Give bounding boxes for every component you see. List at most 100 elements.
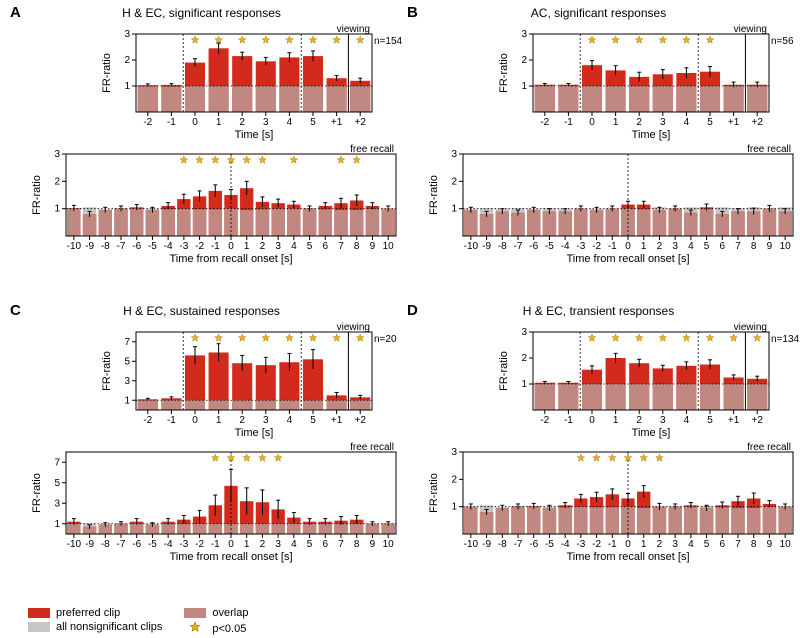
svg-text:-8: -8 [498, 539, 507, 550]
svg-text:1: 1 [244, 241, 250, 252]
svg-text:-2: -2 [195, 539, 204, 550]
legend: preferred clip all nonsignificant clips … [28, 607, 248, 636]
svg-text:Time [s]: Time [s] [632, 427, 671, 439]
svg-text:3: 3 [672, 241, 678, 252]
legend-label: overlap [212, 607, 248, 619]
svg-text:10: 10 [383, 539, 395, 550]
svg-text:1: 1 [641, 241, 647, 252]
svg-text:8: 8 [751, 241, 757, 252]
svg-text:3: 3 [275, 241, 281, 252]
svg-text:+1: +1 [331, 415, 343, 426]
svg-text:7: 7 [338, 539, 344, 550]
legend-label: preferred clip [56, 607, 120, 619]
svg-text:-1: -1 [211, 241, 220, 252]
svg-text:viewing: viewing [734, 24, 767, 35]
svg-text:8: 8 [354, 539, 360, 550]
svg-text:4: 4 [287, 415, 293, 426]
panel-title: H & EC, sustained responses [8, 302, 395, 318]
svg-text:FR-ratio: FR-ratio [428, 473, 440, 513]
svg-text:-2: -2 [540, 415, 549, 426]
svg-text:2: 2 [521, 55, 527, 66]
legend-item: p<0.05 [184, 621, 248, 636]
svg-text:0: 0 [589, 117, 595, 128]
svg-text:-4: -4 [561, 241, 570, 252]
svg-text:viewing: viewing [734, 322, 767, 333]
svg-text:-10: -10 [67, 539, 82, 550]
svg-text:7: 7 [54, 457, 60, 468]
svg-text:viewing: viewing [337, 322, 370, 333]
svg-text:-3: -3 [179, 241, 188, 252]
svg-text:Time from recall onset [s]: Time from recall onset [s] [169, 253, 292, 265]
panel-D: D H & EC, transient responses 123-2-1012… [405, 302, 792, 594]
svg-text:4: 4 [688, 539, 694, 550]
svg-text:-9: -9 [85, 539, 94, 550]
svg-text:5: 5 [124, 356, 130, 367]
svg-text:1: 1 [521, 81, 527, 92]
svg-text:-1: -1 [564, 415, 573, 426]
svg-text:3: 3 [263, 415, 269, 426]
svg-text:0: 0 [589, 415, 595, 426]
svg-text:-1: -1 [167, 415, 176, 426]
svg-text:-1: -1 [608, 241, 617, 252]
svg-text:7: 7 [338, 241, 344, 252]
svg-text:3: 3 [54, 498, 60, 509]
svg-text:-2: -2 [540, 117, 549, 128]
svg-text:7: 7 [735, 539, 741, 550]
svg-text:1: 1 [613, 117, 619, 128]
svg-text:FR-ratio: FR-ratio [498, 53, 510, 93]
svg-text:-10: -10 [464, 539, 479, 550]
svg-text:8: 8 [354, 241, 360, 252]
svg-text:-6: -6 [132, 539, 141, 550]
svg-text:3: 3 [660, 415, 666, 426]
legend-swatch-pref [28, 608, 50, 618]
svg-text:n=20: n=20 [374, 334, 397, 345]
svg-text:0: 0 [625, 241, 631, 252]
svg-text:1: 1 [613, 415, 619, 426]
svg-text:2: 2 [239, 117, 245, 128]
svg-text:2: 2 [636, 415, 642, 426]
svg-text:+2: +2 [354, 415, 366, 426]
figure: A H & EC, significant responses 123-2-10… [0, 0, 800, 638]
panel-title: AC, significant responses [405, 4, 792, 20]
svg-text:1: 1 [54, 204, 60, 215]
svg-text:-6: -6 [132, 241, 141, 252]
svg-text:+2: +2 [751, 117, 763, 128]
svg-text:-1: -1 [211, 539, 220, 550]
svg-text:4: 4 [291, 241, 297, 252]
svg-text:6: 6 [720, 539, 726, 550]
svg-text:-2: -2 [592, 241, 601, 252]
svg-text:2: 2 [451, 474, 457, 485]
svg-text:-3: -3 [576, 241, 585, 252]
svg-text:-1: -1 [167, 117, 176, 128]
svg-text:3: 3 [263, 117, 269, 128]
svg-text:-10: -10 [67, 241, 82, 252]
svg-text:2: 2 [260, 241, 266, 252]
panel-C: C H & EC, sustained responses 1357-2-101… [8, 302, 395, 594]
svg-text:1: 1 [641, 539, 647, 550]
legend-label: all nonsignificant clips [56, 621, 162, 633]
legend-item: preferred clip [28, 607, 162, 619]
svg-text:1: 1 [124, 395, 130, 406]
svg-text:3: 3 [124, 29, 130, 40]
svg-text:2: 2 [657, 241, 663, 252]
svg-text:7: 7 [124, 337, 130, 348]
svg-text:3: 3 [672, 539, 678, 550]
svg-text:2: 2 [636, 117, 642, 128]
svg-text:5: 5 [307, 241, 313, 252]
svg-text:FR-ratio: FR-ratio [31, 175, 43, 215]
svg-text:-4: -4 [164, 539, 173, 550]
svg-text:3: 3 [124, 376, 130, 387]
legend-star-icon [184, 621, 206, 636]
svg-text:-4: -4 [561, 539, 570, 550]
svg-text:9: 9 [370, 241, 376, 252]
svg-text:5: 5 [704, 539, 710, 550]
svg-text:-6: -6 [529, 539, 538, 550]
svg-text:1: 1 [451, 204, 457, 215]
svg-text:-7: -7 [514, 539, 523, 550]
svg-text:+1: +1 [728, 415, 740, 426]
svg-text:-5: -5 [148, 241, 157, 252]
svg-text:-7: -7 [117, 539, 126, 550]
svg-text:2: 2 [54, 176, 60, 187]
svg-text:5: 5 [707, 415, 713, 426]
svg-text:2: 2 [260, 539, 266, 550]
